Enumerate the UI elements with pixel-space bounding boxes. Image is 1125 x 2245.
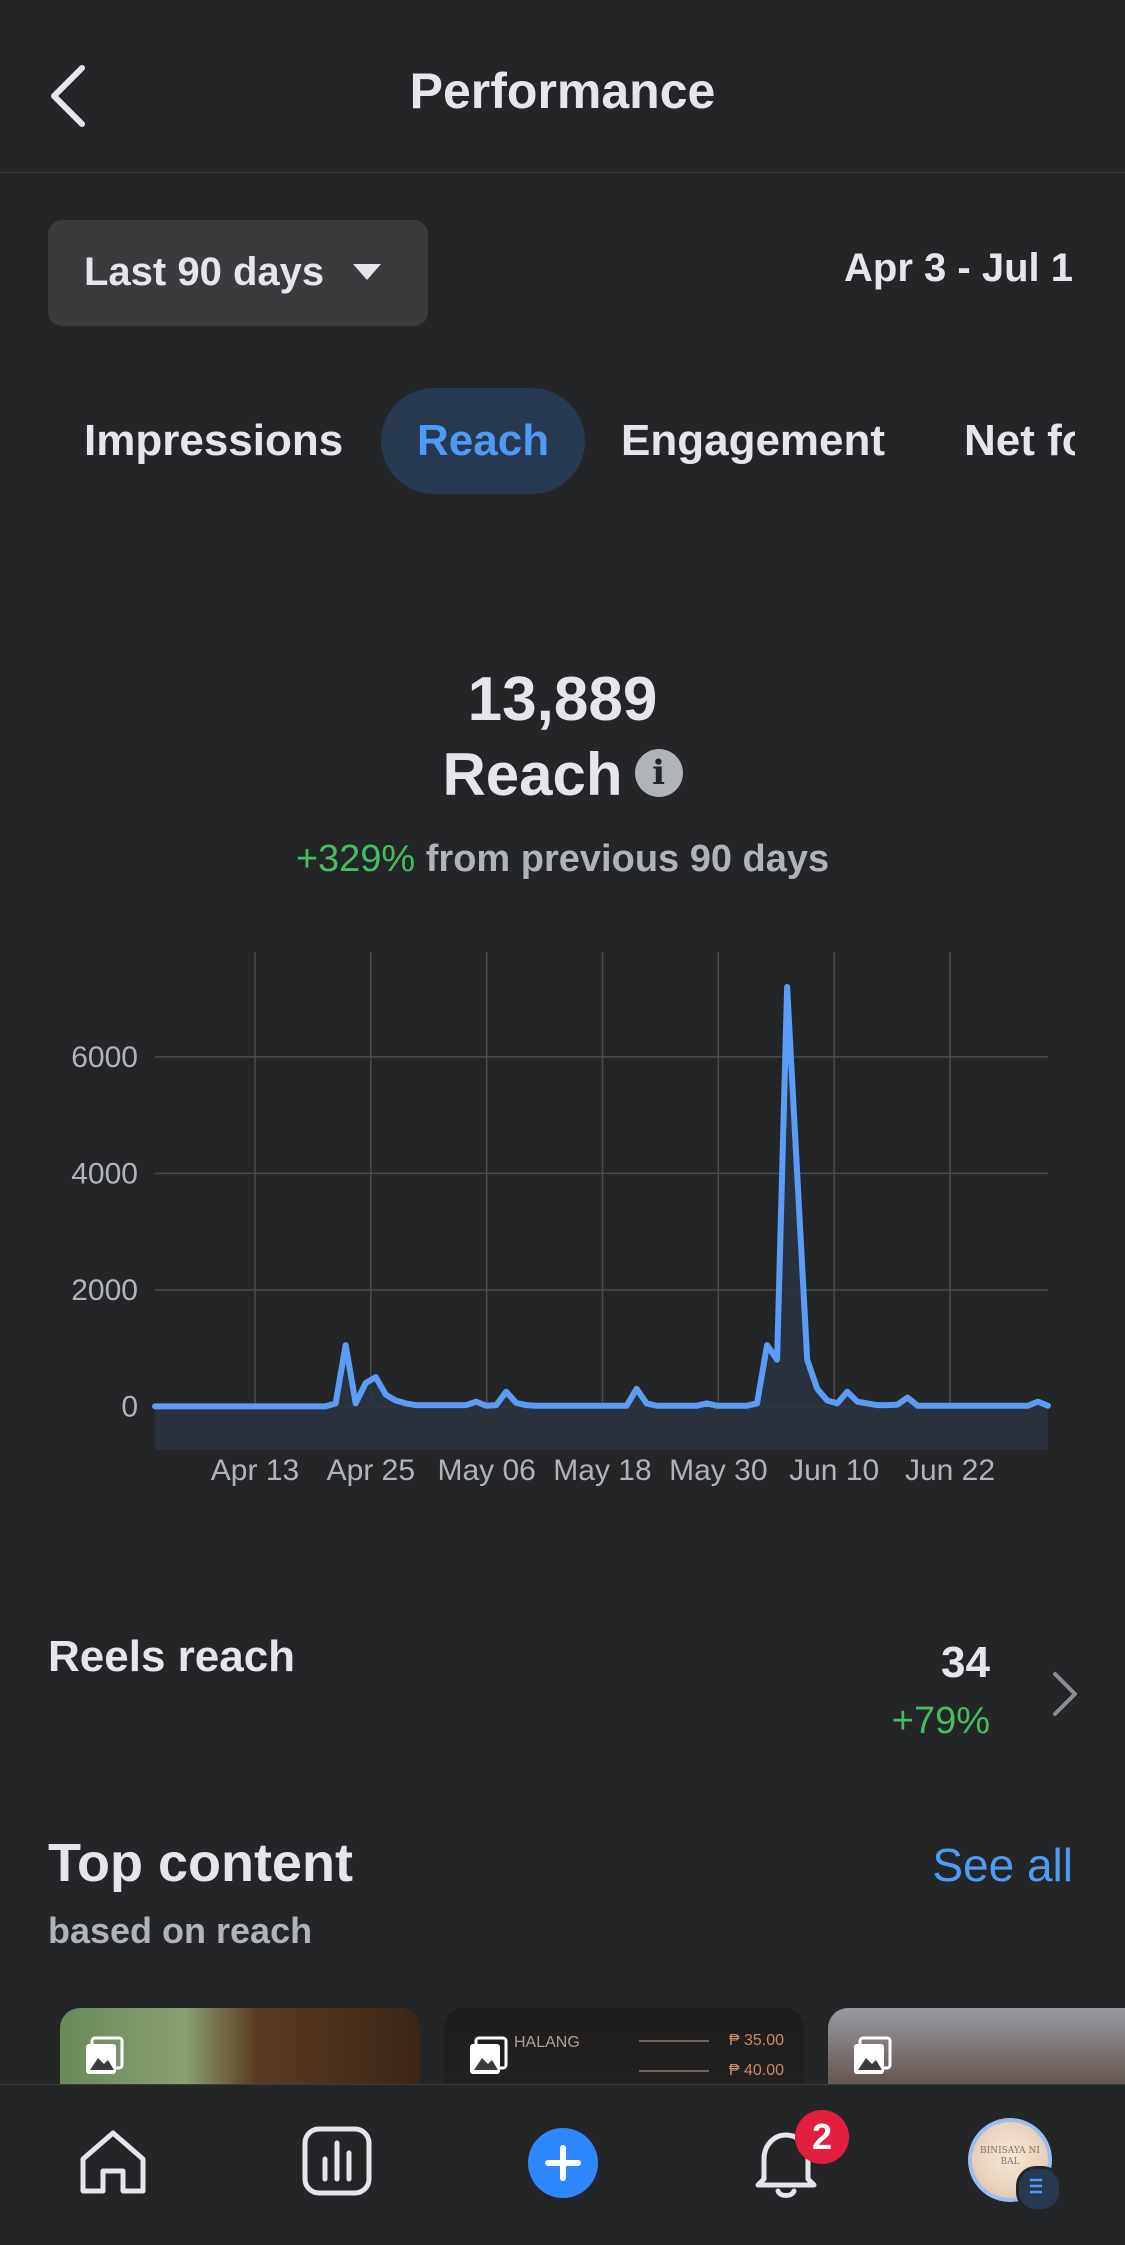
x-tick-label: Jun 22: [905, 1454, 995, 1487]
date-range: Apr 3 - Jul 1: [844, 246, 1073, 290]
series-line: [152, 983, 1051, 1410]
thumbnail-caption: HALANG: [514, 2034, 580, 2051]
see-all-link[interactable]: See all: [932, 1839, 1073, 1891]
create-button[interactable]: [528, 2128, 598, 2198]
tab-reach[interactable]: Reach: [381, 388, 586, 494]
photo-icon: [86, 2036, 124, 2074]
y-tick-label: 0: [121, 1390, 138, 1423]
top-content-subtitle: based on reach: [48, 1910, 313, 1951]
chevron-right-icon: [1053, 1672, 1077, 1716]
period-label: Last 90 days: [84, 250, 325, 294]
divider: [639, 2070, 709, 2072]
notification-count-badge: 2: [795, 2110, 849, 2164]
reels-reach-label: Reels reach: [48, 1632, 296, 1681]
change-percent: +329%: [295, 838, 416, 880]
x-tick-label: Jun 10: [789, 1454, 879, 1487]
metric-name: Reach: [442, 741, 623, 808]
divider: [639, 2040, 709, 2042]
top-bar: Performance: [0, 0, 1125, 173]
reels-reach-value: 34: [941, 1638, 990, 1687]
y-tick-label: 4000: [71, 1157, 138, 1190]
thumbnail-price: ₱ 35.00: [728, 2032, 784, 2049]
x-tick-label: Apr 13: [211, 1454, 299, 1487]
metric-title: Reach i: [0, 740, 1125, 809]
photo-icon: [470, 2036, 508, 2074]
tab-engagement[interactable]: Engagement: [621, 416, 886, 465]
insights-icon[interactable]: [297, 2121, 377, 2201]
caret-down-icon: [353, 264, 381, 280]
reels-reach-row[interactable]: Reels reach 34 +79%: [0, 1610, 1125, 1750]
info-icon[interactable]: i: [634, 749, 683, 798]
chevron-left-icon[interactable]: [40, 56, 100, 136]
menu-icon[interactable]: [1016, 2166, 1062, 2212]
thumbnail-price: ₱ 40.00: [728, 2062, 784, 2079]
page-title: Performance: [409, 63, 716, 119]
photo-icon: [854, 2036, 892, 2074]
x-tick-label: May 30: [669, 1454, 767, 1487]
top-content-title: Top content: [48, 1833, 353, 1893]
tab-net-follows[interactable]: Net fo: [964, 416, 1075, 465]
metric-tabs: Impressions Reach Engagement Net fo: [0, 388, 1075, 498]
plus-icon: [545, 2145, 581, 2181]
y-tick-label: 6000: [71, 1041, 138, 1074]
x-tick-label: May 06: [437, 1454, 535, 1487]
home-icon[interactable]: [73, 2121, 153, 2201]
x-tick-label: May 18: [553, 1454, 651, 1487]
tab-impressions[interactable]: Impressions: [84, 416, 344, 465]
reach-total: 13,889: [467, 665, 658, 734]
x-tick-label: Apr 25: [327, 1454, 415, 1487]
reels-reach-change: +79%: [891, 1700, 990, 1742]
period-dropdown[interactable]: Last 90 days: [48, 220, 428, 326]
change-summary: +329% from previous 90 days: [0, 838, 1125, 881]
y-tick-label: 2000: [71, 1274, 138, 1307]
change-text: from previous 90 days: [425, 838, 830, 880]
reach-line-chart[interactable]: 0 2000 4000 6000 Apr 13 Apr 25 May 06 May 18 May…: [0, 930, 1125, 1500]
avatar-logo-text: BINISAYA NI BAL: [980, 2146, 1040, 2167]
